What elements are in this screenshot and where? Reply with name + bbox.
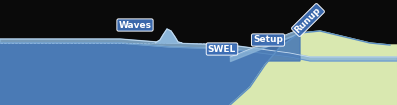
Text: Waves: Waves	[118, 20, 152, 30]
Text: Runup: Runup	[293, 5, 323, 35]
Text: Setup: Setup	[253, 35, 283, 45]
Polygon shape	[155, 29, 182, 43]
Polygon shape	[0, 43, 397, 105]
Polygon shape	[230, 31, 397, 105]
Text: SWEL: SWEL	[208, 45, 236, 54]
Polygon shape	[230, 33, 300, 61]
